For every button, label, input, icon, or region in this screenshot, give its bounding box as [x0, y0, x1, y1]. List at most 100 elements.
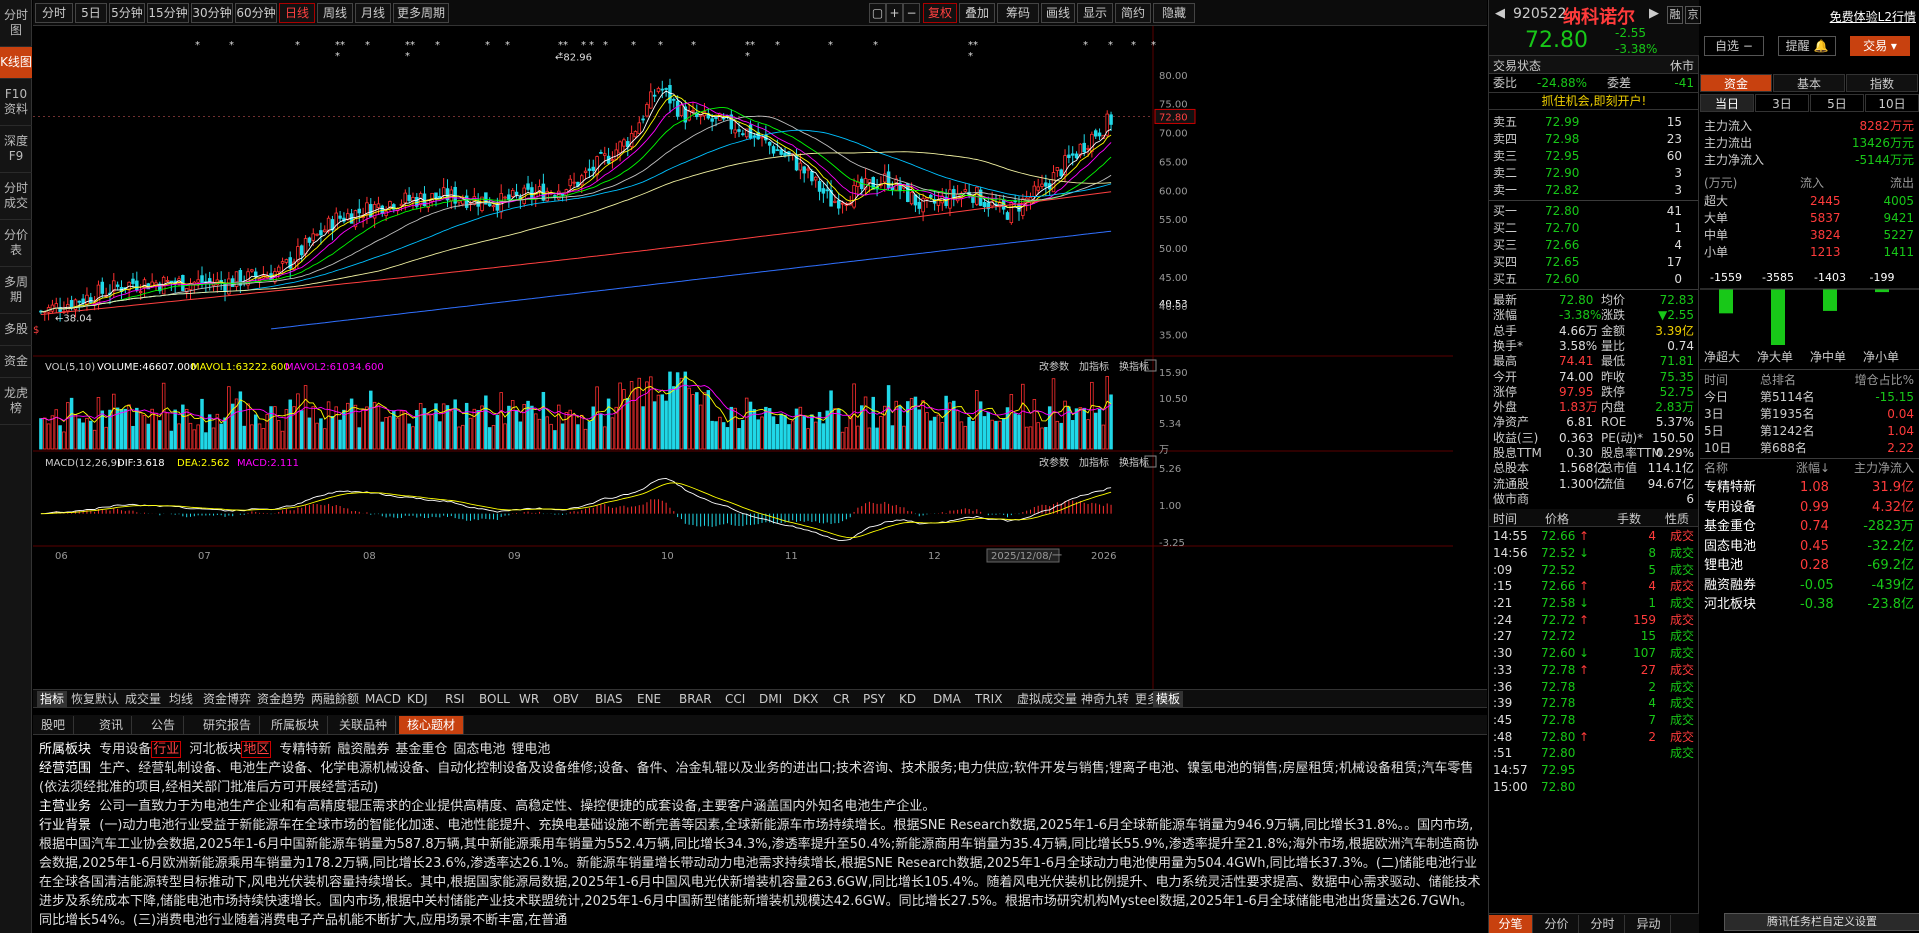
period-5[interactable]: 60分钟 [235, 3, 277, 23]
indicator-tab-12[interactable]: OBV [553, 692, 579, 706]
sector-tag-3[interactable]: 地区 [241, 741, 272, 758]
info-tab-0[interactable]: 股吧 [33, 716, 75, 734]
period-4[interactable]: 30分钟 [191, 3, 233, 23]
toolbar-btn-0[interactable]: 复权 [923, 3, 957, 23]
sector-row[interactable]: 河北板块 -0.38 -23.8亿 [1704, 597, 1914, 612]
period-1[interactable]: 5日 [75, 3, 107, 23]
panel-btn-1[interactable]: 加指标 [1079, 456, 1109, 469]
leftbar-tab-6[interactable]: 多周期 [0, 267, 32, 314]
chevron-left-icon[interactable]: ◀ [1495, 6, 1505, 21]
indicator-tab-23[interactable]: TRIX [975, 692, 1003, 706]
quote-tab-0[interactable]: 分笔 [1489, 915, 1533, 933]
toolbar-btn-2[interactable]: 筹码 [997, 3, 1039, 23]
info-tab-2[interactable]: 公告 [143, 716, 185, 734]
panel-btn-2[interactable]: 换指标 [1119, 360, 1149, 373]
leftbar-tab-4[interactable]: 分时成交 [0, 173, 32, 220]
flow-tab-1[interactable]: 基本 [1773, 74, 1845, 92]
l2-trial-link[interactable]: 免费体验L2行情 [1829, 10, 1916, 24]
flow-day-1[interactable]: 3日 [1755, 94, 1809, 112]
sector-tag-7[interactable]: 固态电池 [453, 742, 506, 757]
panel-btn-0[interactable]: 改参数 [1039, 360, 1069, 373]
indicator-tab-5[interactable]: 资金趋势 [257, 692, 306, 706]
bse-badge[interactable]: 京 [1685, 6, 1701, 24]
open-account-ad[interactable]: 抓住机会,即刻开户! [1489, 92, 1699, 110]
info-tab-1[interactable]: 资讯 [91, 716, 133, 734]
sector-row[interactable]: 固态电池 0.45 -32.2亿 [1704, 538, 1914, 554]
sector-tag-2[interactable]: 河北板块 [189, 742, 242, 757]
sector-tag-8[interactable]: 锂电池 [511, 742, 551, 757]
indicator-tab-10[interactable]: BOLL [479, 692, 510, 706]
sector-tag-1[interactable]: 行业 [151, 741, 182, 758]
plus-icon[interactable]: + [886, 3, 903, 23]
leftbar-tab-8[interactable]: 资金 [0, 346, 32, 378]
trade-button[interactable]: 交易 ▾ [1850, 36, 1910, 56]
sector-row[interactable]: 专精特新 1.08 31.9亿 [1704, 480, 1914, 495]
indicator-tab-16[interactable]: CCI [725, 692, 746, 706]
chevron-right-icon[interactable]: ▶ [1649, 6, 1659, 21]
indicator-tab-24[interactable]: 虚拟成交量 [1017, 692, 1078, 706]
indicator-tab-6[interactable]: 两融餘额 [311, 692, 360, 706]
period-9[interactable]: 更多周期 [393, 3, 449, 23]
indicator-tab-25[interactable]: 神奇九转 [1081, 692, 1130, 706]
sector-row[interactable]: 专用设备 0.99 4.32亿 [1704, 499, 1914, 515]
indicator-tab-14[interactable]: ENE [637, 692, 662, 706]
quote-tab-3[interactable]: 异动 [1627, 915, 1671, 933]
leftbar-tab-7[interactable]: 多股 [0, 314, 32, 346]
sector-row[interactable]: 基金重仓 0.74 -2823万 [1704, 519, 1914, 534]
indicator-tab-21[interactable]: KD [899, 692, 917, 706]
indicator-tab-2[interactable]: 成交量 [125, 692, 162, 706]
sector-row[interactable]: 锂电池 0.28 -69.2亿 [1704, 558, 1914, 573]
panel-btn-1[interactable]: 加指标 [1079, 360, 1109, 373]
toolbar-btn-1[interactable]: 叠加 [959, 3, 995, 23]
indicator-tab-18[interactable]: DKX [793, 692, 819, 706]
indicator-tab-3[interactable]: 均线 [169, 692, 194, 706]
leftbar-tab-9[interactable]: 龙虎榜 [0, 378, 32, 425]
info-tab-4[interactable]: 所属板块 [263, 716, 329, 734]
taskbar-popup[interactable]: 腾讯任务栏自定义设置 [1724, 913, 1919, 931]
indicator-tab-4[interactable]: 资金博弈 [203, 692, 252, 706]
flow-day-0[interactable]: 当日 [1700, 94, 1754, 112]
period-0[interactable]: 分时 [35, 3, 73, 23]
flow-day-2[interactable]: 5日 [1810, 94, 1864, 112]
period-8[interactable]: 月线 [355, 3, 391, 23]
sector-tag-4[interactable]: 专精特新 [279, 742, 332, 757]
panel-btn-0[interactable]: 改参数 [1039, 456, 1069, 469]
period-6[interactable]: 日线 [279, 3, 315, 23]
indicator-tab-22[interactable]: DMA [933, 692, 961, 706]
leftbar-tab-0[interactable]: 分时图 [0, 0, 32, 47]
flow-day-3[interactable]: 10日 [1865, 94, 1919, 112]
toolbar-btn-5[interactable]: 简约 [1115, 3, 1151, 23]
indicator-tab-1[interactable]: 恢复默认 [71, 692, 120, 706]
info-tab-5[interactable]: 关联品种 [331, 716, 397, 734]
period-2[interactable]: 5分钟 [109, 3, 145, 23]
panel-btn-2[interactable]: 换指标 [1119, 456, 1149, 469]
indicator-tab-11[interactable]: WR [519, 692, 540, 706]
flow-tab-2[interactable]: 指数 [1846, 74, 1918, 92]
watchlist-button[interactable]: 自选 − [1704, 36, 1764, 56]
toolbar-btn-6[interactable]: 隐藏 [1153, 3, 1195, 23]
quote-tab-1[interactable]: 分价 [1535, 915, 1579, 933]
indicator-tab-8[interactable]: KDJ [407, 692, 428, 706]
indicator-tab-27[interactable]: 模板 [1153, 691, 1184, 707]
indicator-tab-17[interactable]: DMI [759, 692, 783, 706]
indicator-tab-19[interactable]: CR [833, 692, 850, 706]
indicator-tab-7[interactable]: MACD [365, 692, 401, 706]
sector-tag-0[interactable]: 专用设备 [99, 742, 152, 757]
alert-button[interactable]: 提醒 🔔 [1778, 36, 1836, 56]
toolbar-btn-3[interactable]: 画线 [1041, 3, 1075, 23]
info-tab-6[interactable]: 核心题材 [399, 716, 465, 734]
leftbar-tab-3[interactable]: 深度F9 [0, 126, 32, 173]
sector-tag-6[interactable]: 基金重仓 [395, 742, 448, 757]
sector-row[interactable]: 融资融券 -0.05 -439亿 [1704, 577, 1914, 593]
leftbar-tab-2[interactable]: F10资料 [0, 79, 32, 126]
period-3[interactable]: 15分钟 [147, 3, 189, 23]
margin-badge[interactable]: 融 [1667, 6, 1683, 24]
leftbar-tab-5[interactable]: 分价表 [0, 220, 32, 267]
indicator-tab-13[interactable]: BIAS [595, 692, 623, 706]
sector-tag-5[interactable]: 融资融券 [337, 742, 390, 757]
period-7[interactable]: 周线 [317, 3, 353, 23]
minus-icon[interactable]: − [903, 3, 920, 23]
indicator-tab-9[interactable]: RSI [445, 692, 465, 706]
indicator-tab-20[interactable]: PSY [863, 692, 886, 706]
